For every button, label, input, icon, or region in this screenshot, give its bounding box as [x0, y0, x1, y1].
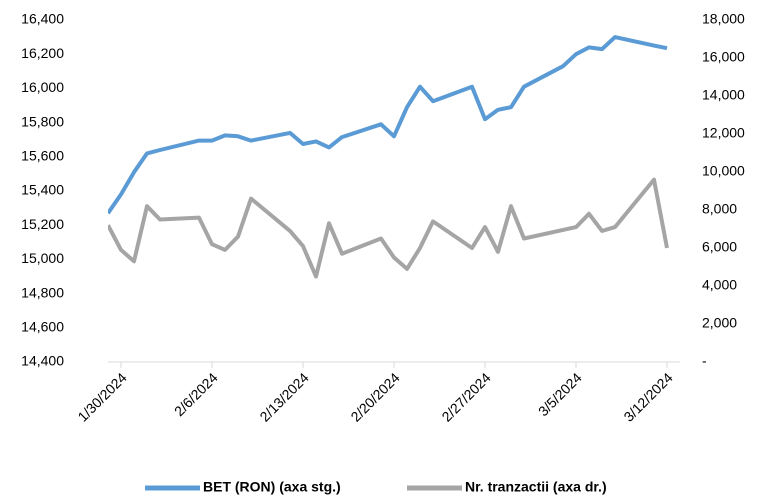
x-tick-label: 3/12/2024 — [620, 369, 676, 425]
y-tick-label: 15,600 — [21, 148, 64, 164]
series-line — [108, 177, 669, 279]
y2-tick-label: 4,000 — [702, 277, 737, 293]
x-tick-label: 2/13/2024 — [256, 369, 312, 425]
x-tick-label: 2/6/2024 — [171, 369, 221, 419]
series-line — [108, 35, 668, 215]
y-tick-label: 15,800 — [21, 113, 64, 129]
x-tick-label: 3/5/2024 — [535, 369, 585, 419]
y2-tick-label: 16,000 — [702, 49, 745, 65]
legend-label: BET (RON) (axa stg.) — [203, 479, 341, 495]
y2-tick-label: - — [702, 353, 707, 369]
y-tick-label: 16,200 — [21, 45, 64, 61]
y2-tick-label: 8,000 — [702, 201, 737, 217]
y2-tick-label: 2,000 — [702, 315, 737, 331]
y-tick-label: 14,400 — [21, 353, 64, 369]
y2-tick-label: 18,000 — [702, 11, 745, 27]
legend-label: Nr. tranzactii (axa dr.) — [465, 479, 607, 495]
y-tick-label: 15,000 — [21, 250, 64, 266]
y2-tick-label: 14,000 — [702, 87, 745, 103]
y2-tick-label: 6,000 — [702, 239, 737, 255]
x-tick-label: 2/27/2024 — [438, 369, 494, 425]
x-tick-label: 1/30/2024 — [74, 369, 130, 425]
y-tick-label: 15,400 — [21, 182, 64, 198]
y2-tick-label: 12,000 — [702, 125, 745, 141]
x-tick-label: 2/20/2024 — [347, 369, 403, 425]
y-tick-label: 16,000 — [21, 79, 64, 95]
y-tick-label: 14,800 — [21, 284, 64, 300]
y-tick-label: 14,600 — [21, 319, 64, 335]
y2-tick-label: 10,000 — [702, 163, 745, 179]
y-tick-label: 16,400 — [21, 11, 64, 27]
y-tick-label: 15,200 — [21, 216, 64, 232]
